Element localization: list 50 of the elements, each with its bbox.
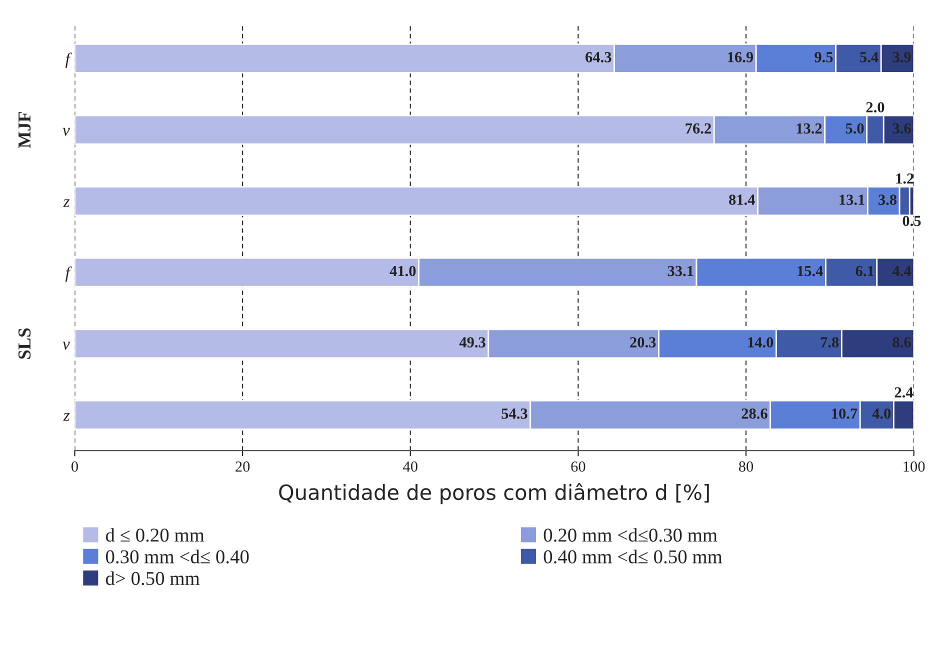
y-tick-label: f: [65, 52, 72, 68]
data-label: 1.2: [896, 173, 914, 184]
data-label: 5.4: [860, 52, 878, 62]
data-label: 76.2: [686, 123, 711, 134]
data-label: 14.0: [748, 337, 774, 348]
x-tick-label: 60: [571, 461, 586, 472]
y-tick-label: v: [62, 342, 70, 350]
y-tick-label: z: [63, 199, 70, 207]
data-label: 2.4: [894, 387, 914, 398]
legend-label: d> 0.50 mm: [106, 571, 200, 586]
x-tick-label: 40: [403, 461, 418, 472]
data-label: 15.4: [798, 266, 823, 276]
legend-label: d ≤ 0.20 mm: [106, 528, 204, 542]
data-label: 9.5: [814, 52, 833, 62]
data-label: 3.8: [878, 194, 897, 205]
data-label: 3.6: [892, 123, 911, 134]
x-tick-label: 100: [904, 461, 925, 472]
data-label: 10.7: [832, 408, 858, 419]
data-label: 54.3: [502, 408, 528, 419]
data-label: 5.0: [846, 123, 864, 134]
legend-label: 0.20 mm <d≤0.30 mm: [544, 528, 718, 542]
legend-label: 0.40 mm <d≤ 0.50 mm: [544, 550, 722, 564]
data-label: 20.3: [630, 337, 656, 348]
data-label: 16.9: [728, 52, 754, 62]
data-label: 7.8: [820, 337, 839, 348]
y-tick-label: f: [65, 266, 72, 282]
y-tick-label: z: [63, 413, 70, 421]
data-label: 41.0: [390, 266, 416, 276]
data-label: 49.3: [459, 337, 486, 348]
data-label: 4.4: [892, 266, 912, 276]
data-label: 4.0: [872, 408, 891, 419]
data-label: 81.4: [729, 194, 755, 205]
data-label: 8.6: [892, 337, 911, 348]
x-tick-label: 80: [738, 461, 754, 472]
data-label: 33.1: [668, 266, 694, 276]
data-label: 28.6: [742, 408, 768, 419]
data-label: 2.0: [866, 102, 884, 112]
data-label: 3.9: [892, 52, 911, 62]
x-axis-title: Quantidade de poros com diâmetro d [%]: [279, 483, 709, 504]
y-tick-label: v: [62, 128, 70, 136]
x-tick-label: 20: [236, 461, 250, 472]
data-label: 0.5: [902, 216, 921, 226]
text: SLS: [18, 328, 31, 359]
text: MJF: [18, 112, 31, 148]
data-label: 6.1: [856, 266, 874, 276]
data-label: 13.1: [840, 194, 864, 205]
x-tick-label: 0: [71, 461, 78, 472]
legend-label: 0.30 mm <d≤ 0.40: [106, 550, 249, 564]
data-label: 64.3: [586, 52, 612, 62]
data-label: 13.2: [796, 123, 822, 134]
